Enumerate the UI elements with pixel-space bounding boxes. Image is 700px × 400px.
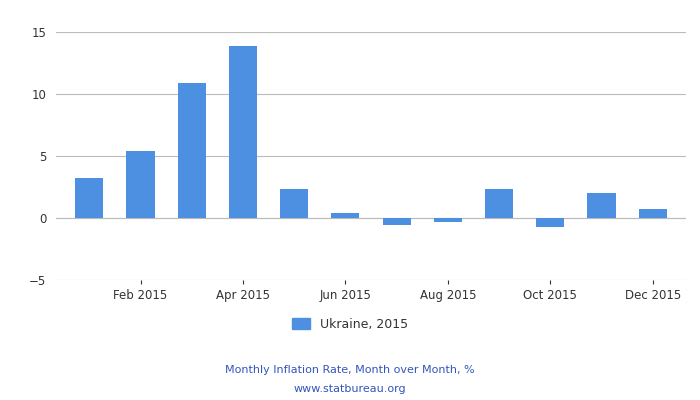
Legend: Ukraine, 2015: Ukraine, 2015 — [286, 313, 414, 336]
Bar — [178, 83, 206, 218]
Bar — [485, 190, 513, 218]
Bar — [331, 213, 360, 218]
Bar — [127, 151, 155, 218]
Bar — [638, 209, 667, 218]
Bar — [587, 193, 615, 218]
Bar — [229, 46, 257, 218]
Text: Monthly Inflation Rate, Month over Month, %: Monthly Inflation Rate, Month over Month… — [225, 365, 475, 375]
Bar — [382, 218, 411, 226]
Bar — [434, 218, 462, 222]
Bar — [280, 190, 308, 218]
Text: www.statbureau.org: www.statbureau.org — [294, 384, 406, 394]
Bar — [75, 178, 104, 218]
Bar — [536, 218, 564, 227]
